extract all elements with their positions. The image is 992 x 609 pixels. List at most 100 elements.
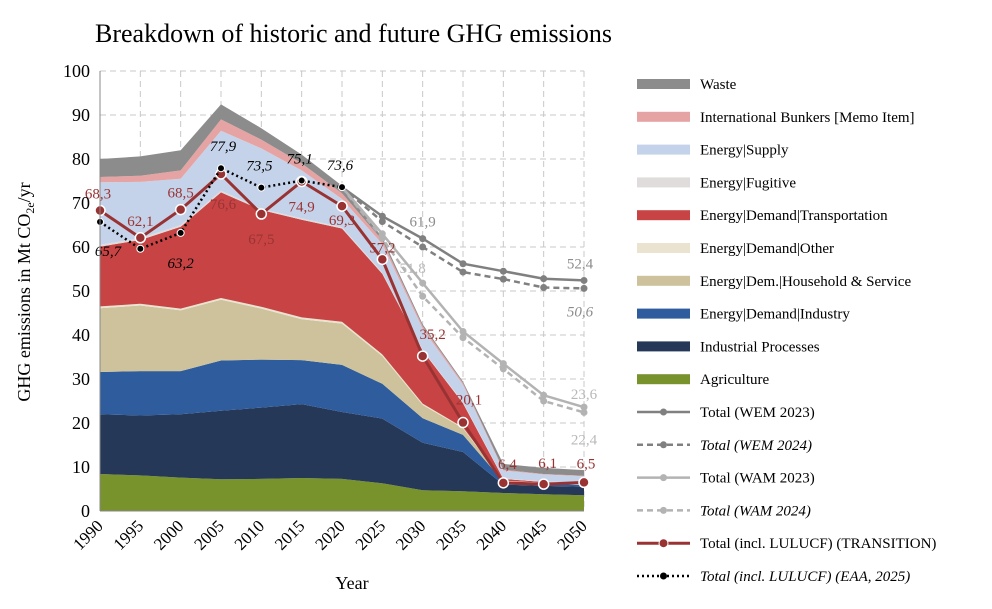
- y-tick-label: 30: [72, 369, 90, 389]
- x-tick-label: 2030: [392, 516, 429, 553]
- data-label-eaa: 77,9: [210, 139, 237, 155]
- y-tick-label: 90: [72, 105, 90, 125]
- y-axis-title-main: GHG emissions in Mt CO: [14, 214, 34, 402]
- x-tick-label: 2050: [553, 516, 590, 553]
- data-label-wem: 50,6: [567, 304, 594, 320]
- series-point: [419, 292, 427, 300]
- x-axis-title: Year: [335, 573, 368, 593]
- series-point: [580, 276, 588, 284]
- x-tick-label: 1995: [110, 516, 147, 553]
- data-label-transition: 6,1: [538, 456, 557, 472]
- legend-label: Industrial Processes: [700, 339, 820, 355]
- data-label-eaa: 73,6: [327, 158, 354, 174]
- data-label-transition: 6,5: [577, 456, 596, 472]
- legend-item-8: Industrial Processes: [637, 339, 820, 355]
- legend-item-13: Total (WAM 2024): [637, 503, 811, 519]
- legend-swatch: [637, 374, 690, 385]
- area-waste: [100, 104, 584, 476]
- y-tick-label: 80: [72, 149, 90, 169]
- series-point: [499, 267, 507, 275]
- data-label-eaa: 63,2: [168, 256, 195, 272]
- x-tick-label: 1990: [69, 516, 106, 553]
- legend-marker: [660, 506, 667, 514]
- line-series-wem-1: [338, 183, 588, 292]
- x-tick-label: 2005: [190, 516, 227, 553]
- series-point: [336, 200, 348, 212]
- legend-item-14: Total (incl. LULUCF) (TRANSITION): [637, 536, 936, 552]
- y-tick-label: 100: [63, 61, 90, 81]
- series-point: [176, 228, 185, 237]
- area-supply: [100, 130, 584, 483]
- series-point: [378, 217, 386, 225]
- data-label-wam: 23,6: [571, 387, 598, 403]
- legend-label: Energy|Demand|Transportation: [700, 208, 888, 224]
- data-label-transition: 20,1: [456, 393, 482, 409]
- legend-item-12: Total (WAM 2023): [637, 471, 815, 487]
- legend-item-15: Total (incl. LULUCF) (EAA, 2025): [637, 569, 910, 585]
- data-label-layer: 68,3 62,1 68,5 76,6 67,5 74,9 69,3 57,2 35,2 20,1…: [85, 139, 598, 473]
- series-point: [459, 268, 467, 276]
- data-label-transition: 69,3: [329, 213, 355, 229]
- line-series-eaa-5: [96, 164, 346, 253]
- legend-swatch: [637, 275, 690, 286]
- legend-item-7: Energy|Demand|Industry: [637, 307, 850, 323]
- data-label-eaa: 75,1: [287, 152, 313, 168]
- data-label-wem: 61,9: [410, 215, 436, 231]
- series-point: [499, 275, 507, 283]
- series-point: [376, 253, 389, 266]
- legend-label: Energy|Demand|Industry: [700, 307, 850, 323]
- x-tick-label: 2040: [473, 516, 510, 553]
- legend-label: Total (incl. LULUCF) (EAA, 2025): [700, 569, 910, 585]
- series-point: [459, 260, 467, 268]
- data-label-eaa: 73,5: [246, 159, 273, 175]
- series-point: [255, 208, 268, 220]
- area-layer: [100, 104, 584, 511]
- series-point: [134, 232, 147, 244]
- series-point: [578, 476, 590, 489]
- legend-swatch: [637, 111, 690, 122]
- data-label-transition: 67,5: [248, 232, 274, 248]
- series-point: [540, 275, 548, 283]
- legend-label: Energy|Dem.|Household & Service: [700, 274, 911, 290]
- legend-item-9: Agriculture: [637, 372, 769, 388]
- series-point: [136, 244, 145, 253]
- series-point: [499, 365, 507, 373]
- legend-item-3: Energy|Fugitive: [637, 175, 796, 191]
- y-tick-label: 20: [72, 413, 90, 433]
- legend-swatch: [637, 177, 690, 188]
- y-axis-title-subscript: 2e: [23, 202, 37, 213]
- area-transport: [100, 192, 584, 485]
- x-tick-label: 2045: [513, 516, 550, 553]
- series-point: [174, 203, 187, 216]
- series-point: [416, 350, 429, 362]
- legend-swatch: [637, 341, 690, 352]
- y-tick-label: 10: [72, 457, 90, 477]
- legend-label: Energy|Demand|Other: [700, 241, 834, 257]
- legend-item-1: International Bunkers [Memo Item]: [637, 110, 915, 126]
- line-series-transition-4: [94, 168, 590, 490]
- series-point: [419, 279, 427, 287]
- legend-item-2: Energy|Supply: [637, 143, 789, 159]
- data-label-wam: 51,8: [400, 261, 426, 277]
- y-tick-label: 50: [72, 281, 90, 301]
- line-layer: [94, 164, 590, 490]
- legend-item-4: Energy|Demand|Transportation: [637, 208, 888, 224]
- x-tick-label: 2025: [352, 516, 389, 553]
- y-tick-label: 0: [81, 501, 90, 521]
- y-tick-label: 40: [72, 325, 90, 345]
- area-agriculture: [100, 474, 584, 511]
- y-axis-title-tail: /yr: [14, 182, 34, 202]
- legend-item-11: Total (WEM 2024): [637, 438, 812, 454]
- legend-item-5: Energy|Demand|Other: [637, 241, 834, 257]
- legend-swatch: [637, 144, 690, 155]
- legend-item-6: Energy|Dem.|Household & Service: [637, 274, 911, 290]
- legend-label: International Bunkers [Memo Item]: [700, 110, 915, 126]
- legend-label: Energy|Supply: [700, 143, 789, 159]
- legend: Waste International Bunkers [Memo Item] En…: [637, 77, 936, 585]
- legend-item-10: Total (WEM 2023): [637, 405, 815, 421]
- legend-label: Total (WAM 2023): [700, 471, 815, 487]
- area-industry: [100, 359, 584, 487]
- legend-marker: [660, 572, 667, 580]
- series-point: [419, 235, 427, 243]
